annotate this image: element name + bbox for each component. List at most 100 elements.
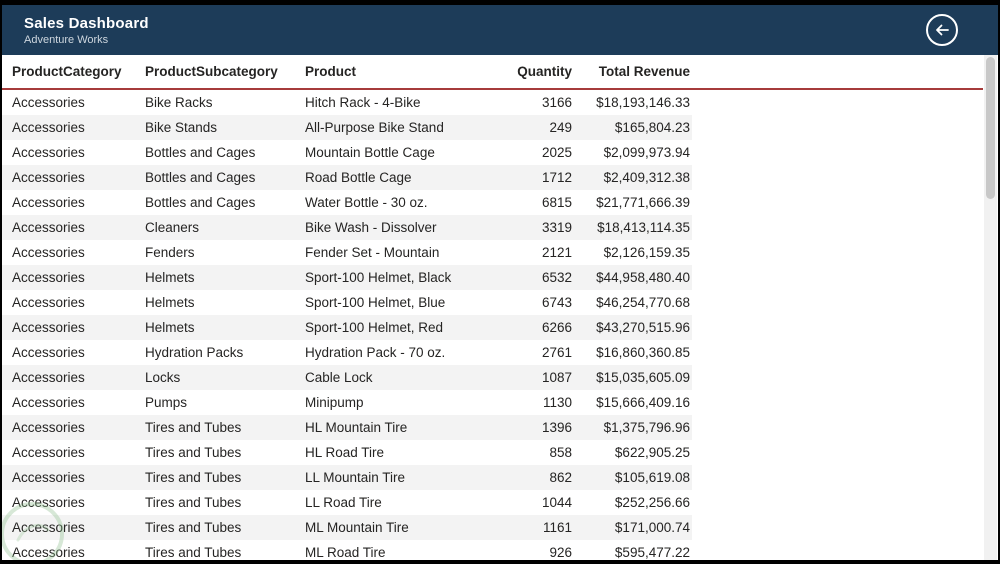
cell-product-category: Accessories [12,495,85,510]
cell-total-revenue: $15,035,605.09 [596,370,690,385]
cell-product: ML Mountain Tire [305,520,409,535]
cell-product-subcategory: Bike Racks [145,95,213,110]
cell-product: Hydration Pack - 70 oz. [305,345,446,360]
cell-product-subcategory: Tires and Tubes [145,445,242,460]
column-header-quantity[interactable]: Quantity [517,64,572,79]
cell-product: Cable Lock [305,370,373,385]
cell-product-category: Accessories [12,520,85,535]
cell-product: LL Road Tire [305,495,382,510]
cell-product: Sport-100 Helmet, Black [305,270,452,285]
arrow-left-icon [936,24,949,36]
cell-product: Hitch Rack - 4-Bike [305,95,421,110]
cell-product-category: Accessories [12,295,85,310]
cell-product: ML Road Tire [305,545,386,560]
cell-total-revenue: $18,413,114.35 [597,220,690,235]
table-header-row: ProductCategory ProductSubcategory Product… [2,55,983,90]
cell-product-category: Accessories [12,345,85,360]
cell-product-category: Accessories [12,445,85,460]
table-row[interactable]: Accessories Helmets Sport-100 Helmet, Bl… [2,265,692,290]
table-row[interactable]: Accessories Bike Racks Hitch Rack - 4-Bi… [2,90,692,115]
cell-product: Sport-100 Helmet, Red [305,320,444,335]
cell-total-revenue: $2,409,312.38 [603,170,690,185]
cell-product-subcategory: Pumps [145,395,188,410]
column-header-total-revenue[interactable]: Total Revenue [598,64,690,79]
cell-product-subcategory: Bike Stands [145,120,218,135]
table-row[interactable]: Accessories Tires and Tubes HL Road Tire… [2,440,692,465]
table-row[interactable]: Accessories Helmets Sport-100 Helmet, Re… [2,315,692,340]
column-header-product-category[interactable]: ProductCategory [12,64,122,79]
cell-product-category: Accessories [12,370,85,385]
cell-product: Water Bottle - 30 oz. [305,195,428,210]
cell-product: Road Bottle Cage [305,170,412,185]
table-row[interactable]: Accessories Tires and Tubes ML Mountain … [2,515,692,540]
cell-product: Minipump [305,395,364,410]
cell-product-category: Accessories [12,220,85,235]
table-row[interactable]: Accessories Bike Stands All-Purpose Bike… [2,115,692,140]
cell-quantity: 6532 [541,270,572,285]
cell-quantity: 3166 [541,95,572,110]
cell-product-category: Accessories [12,395,85,410]
cell-product-subcategory: Locks [145,370,181,385]
page-subtitle: Adventure Works [24,33,109,46]
table-row[interactable]: Accessories Bottles and Cages Mountain B… [2,140,692,165]
table-row[interactable]: Accessories Bottles and Cages Road Bottl… [2,165,692,190]
cell-total-revenue: $2,126,159.35 [603,245,690,260]
cell-product: Mountain Bottle Cage [305,145,435,160]
table-row[interactable]: Accessories Tires and Tubes LL Mountain … [2,465,692,490]
cell-total-revenue: $165,804.23 [614,120,690,135]
table-row[interactable]: Accessories Helmets Sport-100 Helmet, Bl… [2,290,692,315]
cell-product-category: Accessories [12,120,85,135]
table-row[interactable]: Accessories Locks Cable Lock 1087 $15,03… [2,365,692,390]
cell-total-revenue: $44,958,480.40 [596,270,690,285]
cell-quantity: 3319 [541,220,572,235]
cell-product: LL Mountain Tire [305,470,406,485]
column-header-product-subcategory[interactable]: ProductSubcategory [145,64,278,79]
column-header-product[interactable]: Product [305,64,357,79]
cell-total-revenue: $105,619.08 [614,470,690,485]
cell-total-revenue: $252,256.66 [614,495,690,510]
cell-total-revenue: $15,666,409.16 [596,395,690,410]
cell-total-revenue: $595,477.22 [614,545,690,560]
cell-total-revenue: $43,270,515.96 [596,320,690,335]
cell-product: Sport-100 Helmet, Blue [305,295,446,310]
cell-product-subcategory: Bottles and Cages [145,145,256,160]
cell-product: HL Road Tire [305,445,385,460]
cell-quantity: 1712 [541,170,572,185]
cell-quantity: 2121 [541,245,572,260]
cell-product-subcategory: Tires and Tubes [145,470,242,485]
table-row[interactable]: Accessories Tires and Tubes HL Mountain … [2,415,692,440]
cell-product-category: Accessories [12,420,85,435]
back-button[interactable] [926,14,958,46]
scrollbar-thumb[interactable] [986,57,995,199]
cell-product: Bike Wash - Dissolver [305,220,437,235]
cell-product: Fender Set - Mountain [305,245,440,260]
table-row[interactable]: Accessories Bottles and Cages Water Bott… [2,190,692,215]
cell-total-revenue: $622,905.25 [614,445,690,460]
cell-product-category: Accessories [12,145,85,160]
table-row[interactable]: Accessories Cleaners Bike Wash - Dissolv… [2,215,692,240]
table-row[interactable]: Accessories Tires and Tubes ML Road Tire… [2,540,692,560]
cell-quantity: 1396 [541,420,572,435]
cell-product: HL Mountain Tire [305,420,408,435]
page-title: Sales Dashboard [24,14,149,32]
cell-product-category: Accessories [12,195,85,210]
table-body: Accessories Bike Racks Hitch Rack - 4-Bi… [2,90,998,560]
report-header: Sales Dashboard Adventure Works [2,5,998,55]
cell-product-category: Accessories [12,95,85,110]
cell-total-revenue: $2,099,973.94 [603,145,690,160]
table-row[interactable]: Accessories Pumps Minipump 1130 $15,666,… [2,390,692,415]
table-row[interactable]: Accessories Tires and Tubes LL Road Tire… [2,490,692,515]
table-row[interactable]: Accessories Fenders Fender Set - Mountai… [2,240,692,265]
cell-total-revenue: $21,771,666.39 [596,195,690,210]
cell-quantity: 6266 [541,320,572,335]
cell-product-subcategory: Helmets [145,295,195,310]
cell-quantity: 1130 [542,395,572,410]
cell-quantity: 1161 [542,520,572,535]
cell-quantity: 1044 [541,495,572,510]
table-visual: ProductCategory ProductSubcategory Product… [2,55,998,560]
cell-product: All-Purpose Bike Stand [305,120,444,135]
table-row[interactable]: Accessories Hydration Packs Hydration Pa… [2,340,692,365]
cell-total-revenue: $46,254,770.68 [596,295,690,310]
cell-total-revenue: $171,000.74 [614,520,690,535]
table-scrollbar[interactable] [984,55,997,560]
